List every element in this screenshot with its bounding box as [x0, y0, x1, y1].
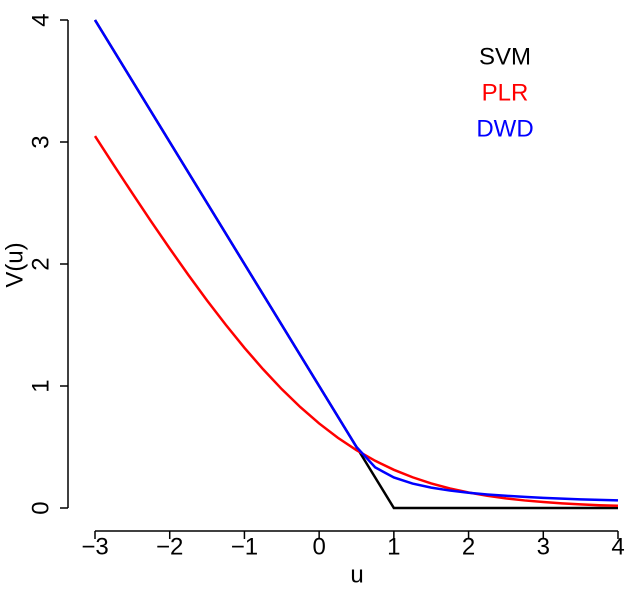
legend-entry: SVM — [479, 43, 531, 70]
x-tick-label: 0 — [312, 533, 325, 560]
y-tick-label: 4 — [27, 13, 54, 26]
line-series — [93, 19, 619, 502]
y-tick-label: 0 — [27, 501, 54, 514]
x-tick-label: 3 — [537, 533, 550, 560]
x-tick-label: −2 — [156, 533, 183, 560]
y-axis-label: V(u) — [1, 242, 28, 287]
legend-entry: DWD — [476, 115, 533, 142]
x-tick-label: −3 — [81, 533, 108, 560]
x-tick-label: 1 — [387, 533, 400, 560]
y-tick-label: 1 — [27, 379, 54, 392]
line-series — [93, 135, 619, 508]
y-tick-label: 3 — [27, 135, 54, 148]
y-tick-label: 2 — [27, 257, 54, 270]
legend-entry: PLR — [482, 79, 529, 106]
line-series — [93, 19, 618, 510]
x-tick-label: 4 — [611, 533, 624, 560]
x-tick-label: −1 — [231, 533, 258, 560]
x-axis-label: u — [350, 561, 363, 588]
x-tick-label: 2 — [462, 533, 475, 560]
